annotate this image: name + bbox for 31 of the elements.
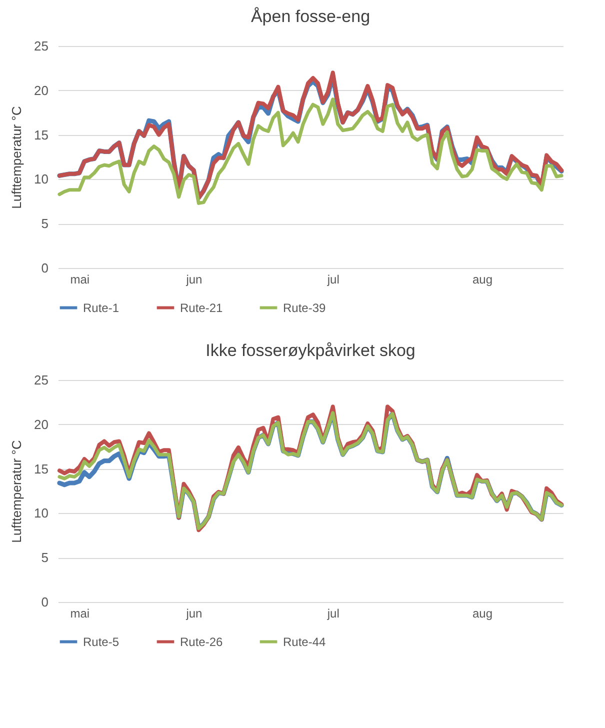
- x-tick-label: mai: [70, 272, 90, 286]
- x-tick-label: jun: [185, 272, 202, 286]
- x-tick-label: aug: [472, 606, 492, 620]
- chart-title: Ikke fosserøykpåvirket skog: [206, 341, 416, 360]
- y-tick-label: 25: [34, 38, 48, 54]
- legend-label: Rute-1: [83, 300, 120, 315]
- chart-title: Åpen fosse-eng: [250, 7, 370, 26]
- line-series: [58, 98, 564, 205]
- legend-label: Rute-26: [180, 634, 224, 649]
- y-tick-label: 0: [41, 260, 48, 276]
- y-tick-label: 5: [41, 216, 48, 232]
- x-tick-label: mai: [70, 606, 90, 620]
- legend-label: Rute-21: [180, 300, 224, 315]
- y-tick-label: 10: [34, 172, 48, 187]
- x-tick-label: jul: [326, 606, 340, 620]
- legend-label: Rute-5: [83, 634, 120, 649]
- y-tick-label: 10: [34, 506, 48, 521]
- y-tick-label: 15: [34, 127, 48, 142]
- legend-label: Rute-44: [283, 634, 326, 649]
- legend-label: Rute-39: [283, 300, 326, 315]
- y-tick-label: 25: [34, 372, 48, 388]
- y-axis-title: Lufttemperatur °C: [9, 440, 24, 543]
- x-tick-label: aug: [472, 272, 492, 286]
- y-tick-label: 20: [34, 416, 48, 432]
- y-tick-label: 0: [41, 594, 48, 610]
- y-tick-label: 5: [41, 550, 48, 566]
- x-tick-label: jun: [185, 606, 202, 620]
- y-axis-title: Lufttemperatur °C: [9, 106, 24, 209]
- y-tick-label: 20: [34, 82, 48, 98]
- y-tick-label: 15: [34, 461, 48, 476]
- x-tick-label: jul: [326, 272, 340, 286]
